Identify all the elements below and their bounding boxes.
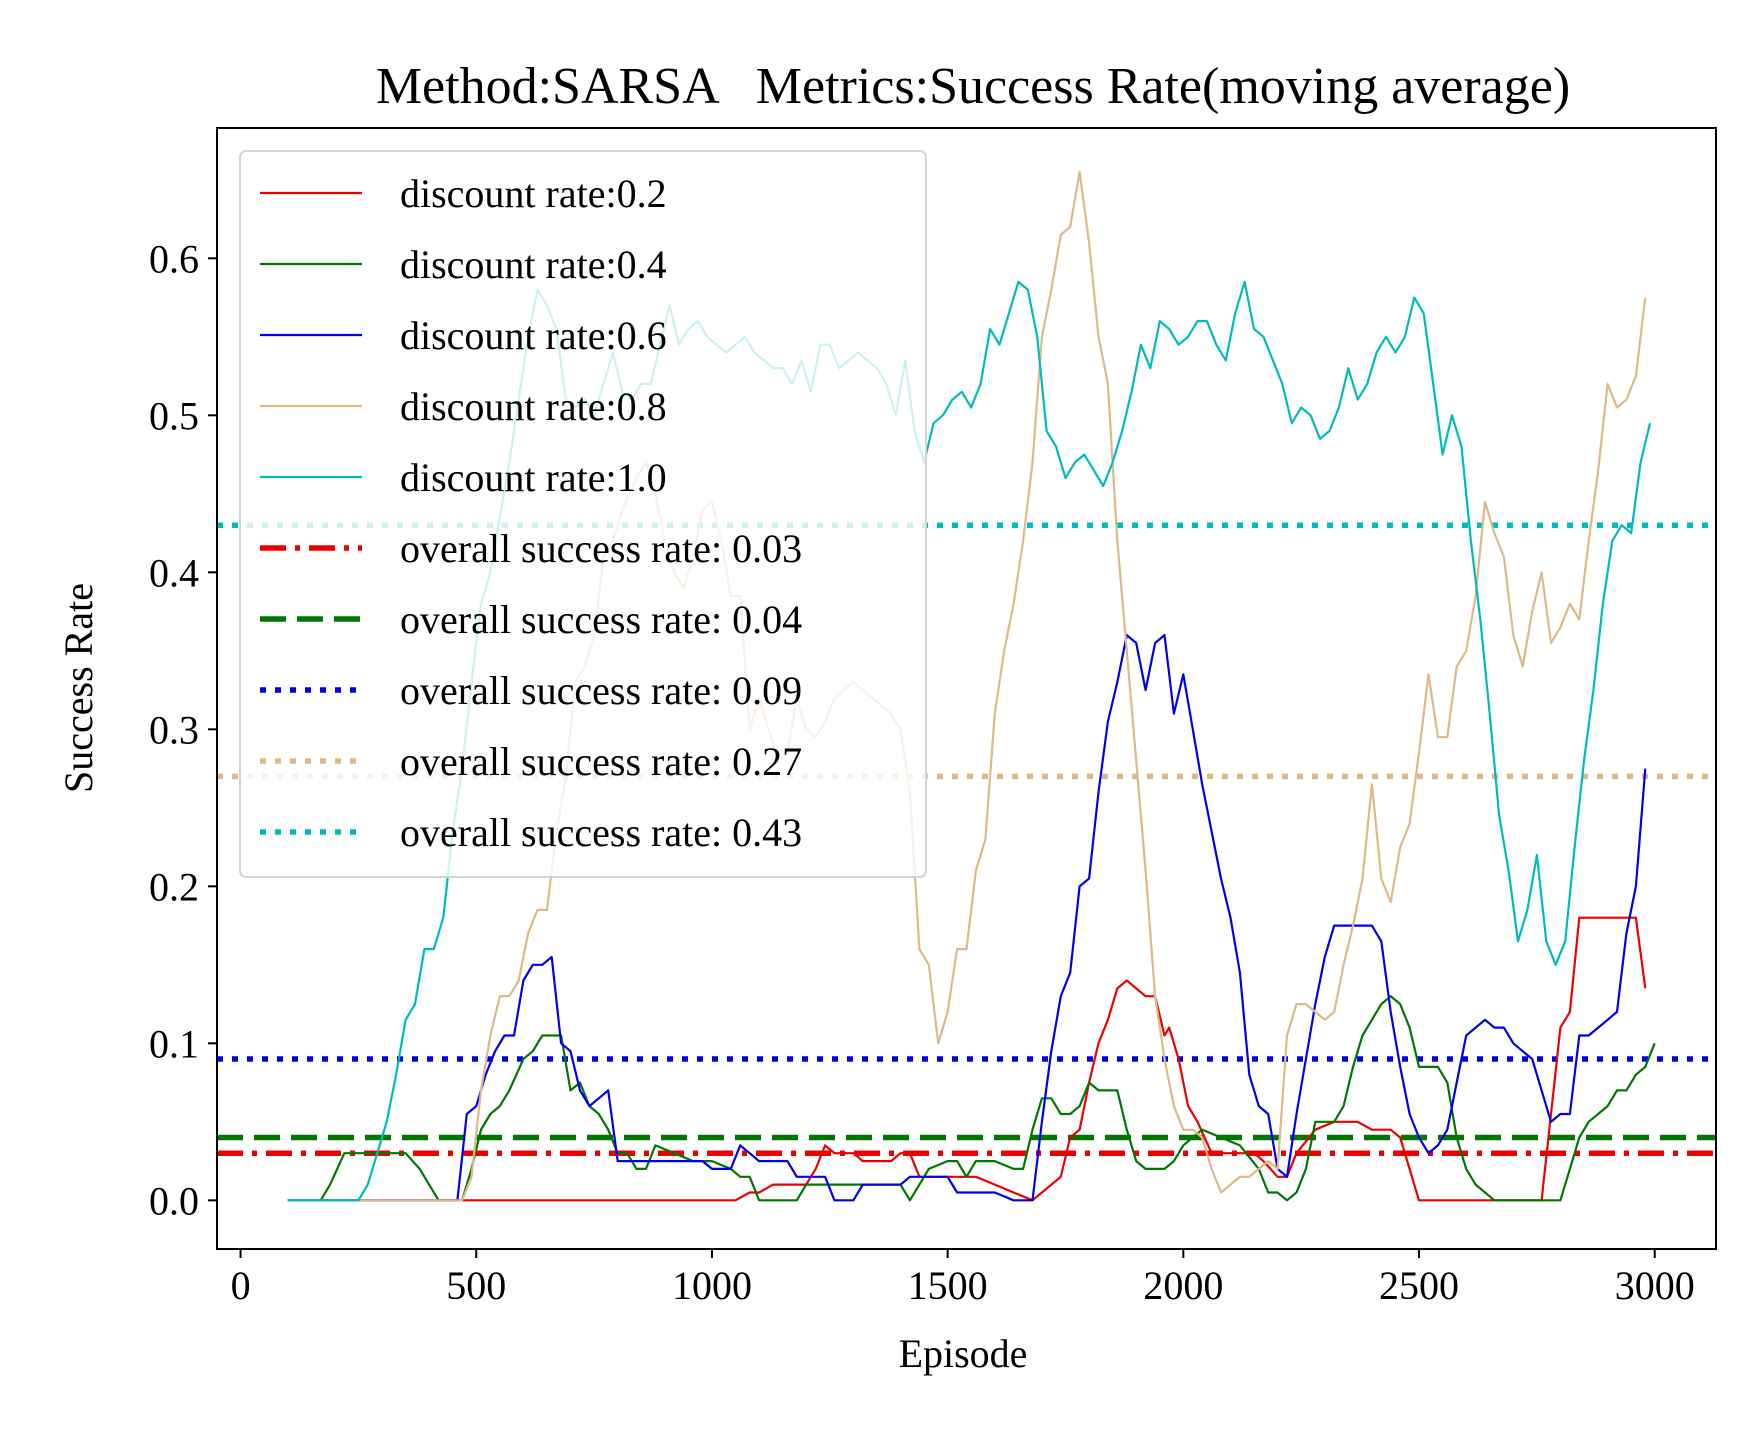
legend-label-overall-success-rate-0-03: overall success rate: 0.03 <box>400 526 802 571</box>
legend-label-overall-success-rate-0-09: overall success rate: 0.09 <box>400 668 802 713</box>
legend-label-overall-success-rate-0-43: overall success rate: 0.43 <box>400 810 802 855</box>
series-line-discount-rate-0-2 <box>287 916 1647 1202</box>
x-tick-label: 1500 <box>908 1263 988 1308</box>
x-tick-label: 2500 <box>1379 1263 1459 1308</box>
legend-label-discount-rate-1-0: discount rate:1.0 <box>400 455 667 500</box>
y-tick-label: 0.0 <box>149 1178 199 1223</box>
chart-title: Method:SARSA Metrics:Success Rate(moving… <box>376 58 1570 115</box>
legend-label-overall-success-rate-0-04: overall success rate: 0.04 <box>400 597 802 642</box>
x-tick-label: 3000 <box>1615 1263 1695 1308</box>
legend-label-overall-success-rate-0-27: overall success rate: 0.27 <box>400 739 802 784</box>
legend: discount rate:0.2 discount rate:0.4 discou… <box>239 150 927 878</box>
x-axis-label: Episode <box>899 1331 1028 1376</box>
x-tick-label: 2000 <box>1143 1263 1223 1308</box>
legend-label-discount-rate-0-8: discount rate:0.8 <box>400 384 667 429</box>
plot-frame <box>216 127 1717 1250</box>
legend-label-discount-rate-0-4: discount rate:0.4 <box>400 242 667 287</box>
y-tick-label: 0.5 <box>149 393 199 438</box>
y-axis-label: Success Rate <box>56 583 101 793</box>
x-tick-label: 0 <box>231 1263 251 1308</box>
x-tick-label: 1000 <box>672 1263 752 1308</box>
y-tick-label: 0.4 <box>149 550 199 595</box>
legend-label-discount-rate-0-2: discount rate:0.2 <box>400 171 667 216</box>
series-line-discount-rate-0-6 <box>287 633 1647 1202</box>
x-tick-label: 500 <box>446 1263 506 1308</box>
y-tick-label: 0.6 <box>149 236 199 281</box>
legend-label-discount-rate-0-6: discount rate:0.6 <box>400 313 667 358</box>
y-tick-label: 0.1 <box>149 1021 199 1066</box>
series-line-discount-rate-0-4 <box>287 995 1656 1202</box>
y-tick-label: 0.2 <box>149 864 199 909</box>
legend-box <box>239 150 927 878</box>
y-tick-label: 0.3 <box>149 707 199 752</box>
axes-layer: 0 500 1000 1500 2000 2500 3000 0.0 0.1 0.2 0.3 0.4 0… <box>149 127 1717 1308</box>
